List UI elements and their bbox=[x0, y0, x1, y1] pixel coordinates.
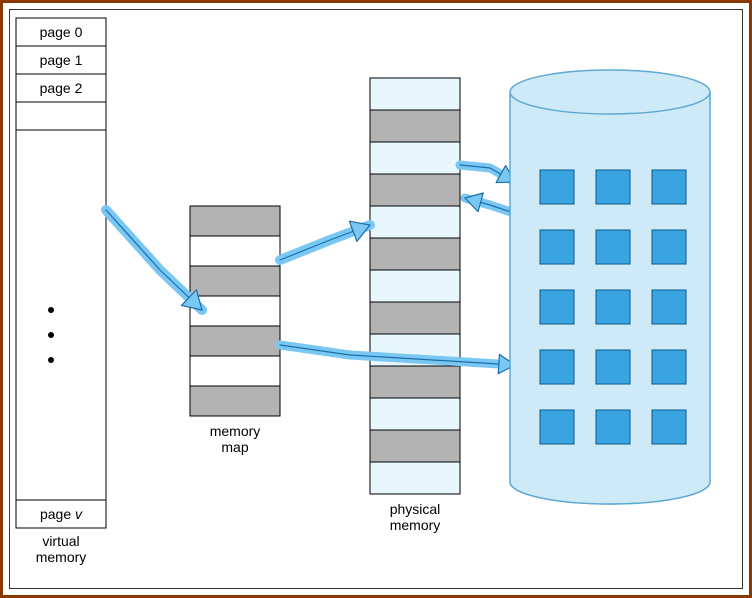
svg-text:page 2: page 2 bbox=[40, 80, 83, 96]
svg-text:memory: memory bbox=[390, 517, 441, 533]
svg-text:page 1: page 1 bbox=[40, 52, 83, 68]
inner-frame: page 0page 1page 2page vvirtualmemorymem… bbox=[9, 9, 743, 589]
svg-text:map: map bbox=[221, 439, 248, 455]
svg-text:physical: physical bbox=[390, 501, 441, 517]
svg-text:page 0: page 0 bbox=[40, 24, 83, 40]
outer-frame: page 0page 1page 2page vvirtualmemorymem… bbox=[0, 0, 752, 598]
svg-text:memory: memory bbox=[210, 423, 261, 439]
svg-text:virtual: virtual bbox=[42, 533, 79, 549]
svg-text:page v: page v bbox=[40, 506, 83, 522]
diagram-canvas: page 0page 1page 2page vvirtualmemorymem… bbox=[10, 10, 744, 590]
svg-text:memory: memory bbox=[36, 549, 87, 565]
